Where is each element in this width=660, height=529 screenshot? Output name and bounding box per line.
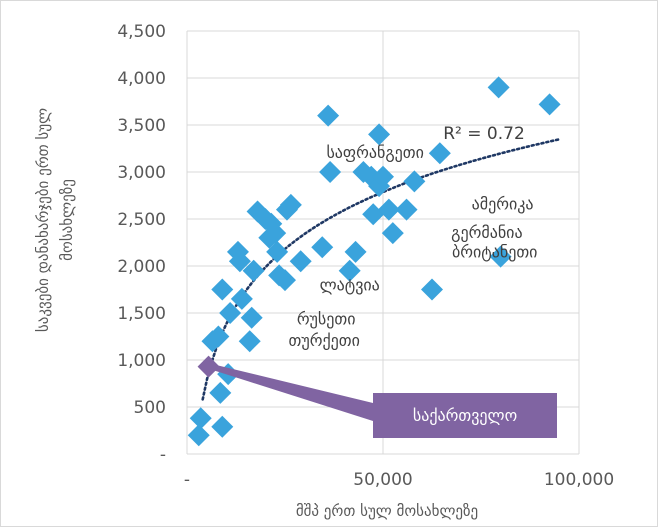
data-point-9 <box>230 287 253 310</box>
x-tick-label-2: 100,000 <box>544 470 614 490</box>
data-point-12 <box>242 259 265 282</box>
callout-box <box>373 393 557 438</box>
data-point-37 <box>377 198 400 221</box>
data-points <box>187 76 561 447</box>
country-label-1: ამერიკა <box>472 195 534 214</box>
y-tick-label-4: 2,000 <box>117 257 166 277</box>
data-point-25 <box>289 250 312 273</box>
y-tick-label-1: 500 <box>134 398 166 418</box>
data-point-43 <box>487 76 510 99</box>
country-label-6: თურქეთი <box>289 331 360 350</box>
country-label-0: საფრანგეთი <box>326 143 423 162</box>
y-axis-title: საკვები დანახარჯები ერთ სულ მოსახლეზე <box>34 108 76 332</box>
x-axis-title: მშპ ერთ სულ მოსახლეზე <box>296 502 478 520</box>
data-point-0 <box>187 424 210 447</box>
data-point-35 <box>368 123 391 146</box>
country-label-2: გერმანია <box>451 223 522 242</box>
data-point-6 <box>207 325 230 348</box>
data-point-14 <box>238 330 261 353</box>
data-point-24 <box>279 193 302 216</box>
data-point-45 <box>538 93 561 116</box>
y-tick-label-3: 1,500 <box>117 304 166 324</box>
data-point-39 <box>395 198 418 221</box>
tick-labels: - 500 1,000 1,500 2,000 2,500 3,000 3,500 4,000 4… <box>117 22 614 490</box>
data-point-38 <box>381 222 404 245</box>
gridlines <box>186 30 580 455</box>
data-point-30 <box>344 240 367 263</box>
callout-pointer <box>214 364 373 421</box>
data-point-8 <box>219 302 242 324</box>
data-point-1 <box>189 407 212 430</box>
r-squared-label: R² = 0.72 <box>443 124 525 144</box>
data-point-42 <box>428 142 451 165</box>
x-tick-label-0: - <box>184 470 190 490</box>
data-point-27 <box>317 104 340 127</box>
data-point-29 <box>338 259 361 282</box>
callout-label: საქართველო <box>413 406 517 425</box>
y-tick-label-7: 3,500 <box>117 116 166 136</box>
data-point-41 <box>421 278 443 301</box>
y-tick-label-5: 2,500 <box>117 210 166 230</box>
georgia-point-0 <box>197 355 220 378</box>
data-point-13 <box>240 306 263 329</box>
data-point-28 <box>319 161 342 183</box>
data-point-11 <box>228 250 251 273</box>
data-point-19 <box>264 222 287 245</box>
data-point-26 <box>311 236 334 259</box>
data-point-20 <box>266 240 289 263</box>
x-tick-label-1: 50,000 <box>353 470 412 490</box>
data-point-7 <box>211 278 234 301</box>
callout: საქართველო <box>214 364 557 438</box>
data-point-36 <box>372 165 394 188</box>
y-tick-label-8: 4,000 <box>117 69 166 89</box>
data-point-3 <box>209 381 232 404</box>
y-tick-label-9: 4,500 <box>117 22 166 42</box>
country-label-3: ბრიტანეთი <box>452 243 537 262</box>
y-tick-label-0: - <box>160 445 166 465</box>
data-point-2 <box>211 415 234 438</box>
y-tick-label-2: 1,000 <box>117 351 166 371</box>
country-label-4: ლატვია <box>320 275 380 294</box>
data-point-40 <box>403 170 426 193</box>
data-point-22 <box>274 269 296 292</box>
data-point-44 <box>489 245 512 268</box>
y-tick-label-6: 3,000 <box>117 163 166 183</box>
country-label-5: რუსეთი <box>297 309 356 328</box>
